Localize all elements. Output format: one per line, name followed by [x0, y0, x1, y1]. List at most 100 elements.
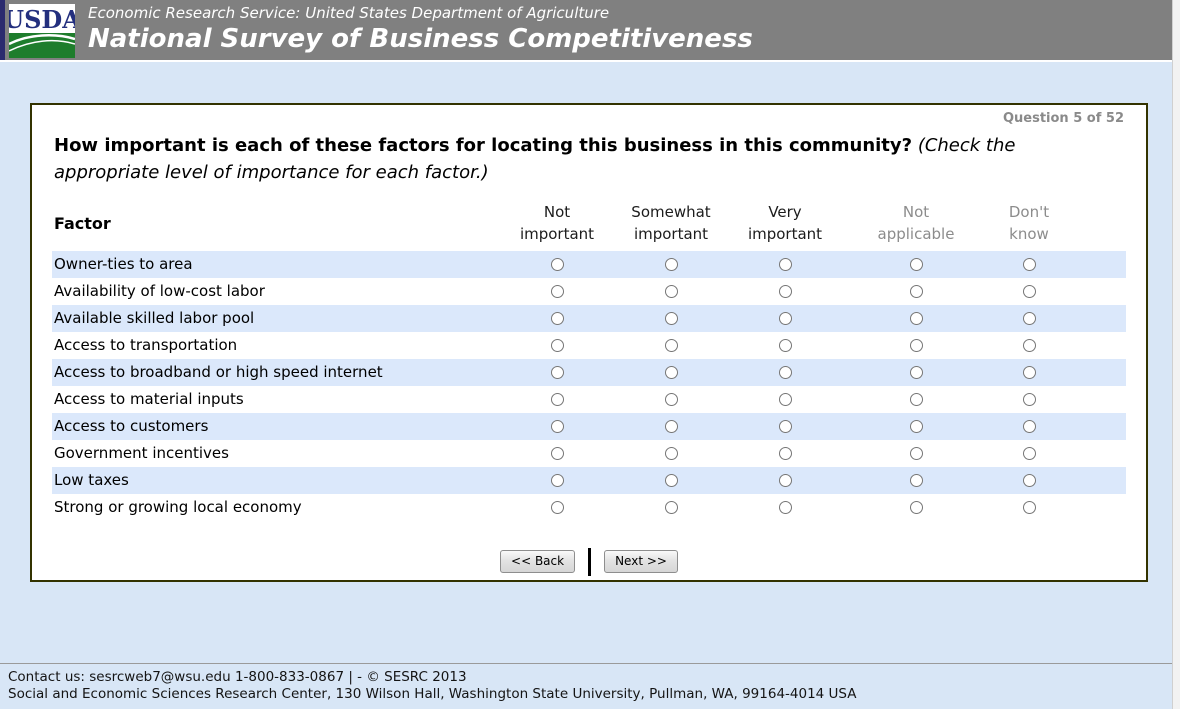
radio-cell: [500, 471, 614, 489]
radio-row7-not-important[interactable]: [550, 420, 564, 433]
radio-row10-very-important[interactable]: [778, 501, 792, 514]
radio-row7-somewhat-important[interactable]: [664, 420, 678, 433]
radio-row5-don't-know[interactable]: [1022, 366, 1036, 379]
radio-row10-somewhat-important[interactable]: [664, 501, 678, 514]
factor-label: Government incentives: [54, 444, 229, 462]
radio-cell: [842, 390, 990, 408]
radio-cell: [990, 363, 1068, 381]
question-instruction: (Check the appropriate level of importan…: [54, 135, 1016, 183]
table-row: Access to customers: [52, 412, 1126, 440]
radio-cell: [728, 255, 842, 273]
radio-row2-not-applicable[interactable]: [909, 285, 923, 298]
radio-row3-not-important[interactable]: [550, 312, 564, 325]
radio-row8-somewhat-important[interactable]: [664, 447, 678, 460]
radio-row1-not-applicable[interactable]: [909, 258, 923, 271]
radio-cell: [500, 390, 614, 408]
radio-row9-not-applicable[interactable]: [909, 474, 923, 487]
radio-cell: [614, 255, 728, 273]
table-body: Owner-ties to area Availability of low-co…: [52, 250, 1126, 521]
factor-table: Factor Not important Somewhat important Ve…: [52, 202, 1126, 521]
button-divider: [588, 547, 592, 576]
radio-cell: [500, 255, 614, 273]
radio-cell: [990, 444, 1068, 462]
radio-cell: [990, 417, 1068, 435]
radio-row10-don't-know[interactable]: [1022, 501, 1036, 514]
radio-row6-not-important[interactable]: [550, 393, 564, 406]
table-row: Access to broadband or high speed intern…: [52, 358, 1126, 386]
radio-row2-somewhat-important[interactable]: [664, 285, 678, 298]
column-header: Somewhat important: [631, 203, 711, 243]
radio-cell: [842, 282, 990, 300]
radio-row5-not-applicable[interactable]: [909, 366, 923, 379]
radio-cell: [728, 336, 842, 354]
table-row: Government incentives: [52, 440, 1126, 467]
radio-row6-very-important[interactable]: [778, 393, 792, 406]
radio-row5-not-important[interactable]: [550, 366, 564, 379]
radio-row2-very-important[interactable]: [778, 285, 792, 298]
table-header-row: Factor Not important Somewhat important Ve…: [52, 202, 1126, 251]
radio-row9-very-important[interactable]: [778, 474, 792, 487]
radio-row3-not-applicable[interactable]: [909, 312, 923, 325]
radio-cell: [842, 336, 990, 354]
footer-address-line: Social and Economic Sciences Research Ce…: [8, 686, 857, 703]
radio-cell: [614, 417, 728, 435]
agency-line: Economic Research Service: United States…: [88, 4, 610, 22]
radio-row8-not-applicable[interactable]: [909, 447, 923, 460]
radio-row9-somewhat-important[interactable]: [664, 474, 678, 487]
radio-cell: [990, 498, 1068, 516]
factor-label: Access to broadband or high speed intern…: [54, 363, 383, 381]
radio-row9-don't-know[interactable]: [1022, 474, 1036, 487]
radio-row4-very-important[interactable]: [778, 339, 792, 352]
radio-row5-somewhat-important[interactable]: [664, 366, 678, 379]
table-row: Available skilled labor pool: [52, 304, 1126, 332]
radio-row6-not-applicable[interactable]: [909, 393, 923, 406]
question-counter: Question 5 of 52: [1002, 111, 1124, 126]
radio-row6-don't-know[interactable]: [1022, 393, 1036, 406]
radio-row2-don't-know[interactable]: [1022, 285, 1036, 298]
radio-cell: [842, 444, 990, 462]
radio-row4-don't-know[interactable]: [1022, 339, 1036, 352]
column-header: Very important: [747, 203, 823, 243]
radio-row1-don't-know[interactable]: [1022, 258, 1036, 271]
radio-cell: [842, 471, 990, 489]
radio-row4-somewhat-important[interactable]: [664, 339, 678, 352]
radio-cell: [842, 417, 990, 435]
radio-row8-don't-know[interactable]: [1022, 447, 1036, 460]
radio-row8-very-important[interactable]: [778, 447, 792, 460]
radio-row1-very-important[interactable]: [778, 258, 792, 271]
radio-row1-not-important[interactable]: [550, 258, 564, 271]
usda-logo-text: USDA: [9, 5, 75, 34]
survey-title: National Survey of Business Competitiven…: [88, 24, 753, 54]
radio-cell: [614, 498, 728, 516]
radio-cell: [500, 309, 614, 327]
radio-cell: [990, 390, 1068, 408]
radio-row6-somewhat-important[interactable]: [664, 393, 678, 406]
radio-row10-not-applicable[interactable]: [909, 501, 923, 514]
next-button[interactable]: Next >>: [604, 550, 678, 573]
radio-row4-not-applicable[interactable]: [909, 339, 923, 352]
radio-row3-very-important[interactable]: [778, 312, 792, 325]
table-row: Owner-ties to area: [52, 250, 1126, 278]
radio-row7-not-applicable[interactable]: [909, 420, 923, 433]
radio-row1-somewhat-important[interactable]: [664, 258, 678, 271]
navigation-buttons: << Back Next >>: [52, 547, 1126, 576]
page-footer: Contact us: sesrcweb7@wsu.edu 1-800-833-…: [0, 663, 1180, 709]
radio-row7-very-important[interactable]: [778, 420, 792, 433]
radio-row9-not-important[interactable]: [550, 474, 564, 487]
radio-row4-not-important[interactable]: [550, 339, 564, 352]
radio-row8-not-important[interactable]: [550, 447, 564, 460]
banner-left-accent: [0, 0, 5, 60]
radio-row3-somewhat-important[interactable]: [664, 312, 678, 325]
usda-logo-image: USDA: [3, 4, 81, 58]
question-title: How important is each of these factors f…: [54, 132, 1054, 186]
radio-cell: [990, 309, 1068, 327]
radio-row5-very-important[interactable]: [778, 366, 792, 379]
back-button[interactable]: << Back: [500, 550, 576, 573]
factor-label: Access to transportation: [54, 336, 238, 354]
radio-cell: [842, 498, 990, 516]
radio-row2-not-important[interactable]: [550, 285, 564, 298]
scrollbar-track[interactable]: [1172, 0, 1180, 709]
radio-row7-don't-know[interactable]: [1022, 420, 1036, 433]
radio-row3-don't-know[interactable]: [1022, 312, 1036, 325]
radio-row10-not-important[interactable]: [550, 501, 564, 514]
